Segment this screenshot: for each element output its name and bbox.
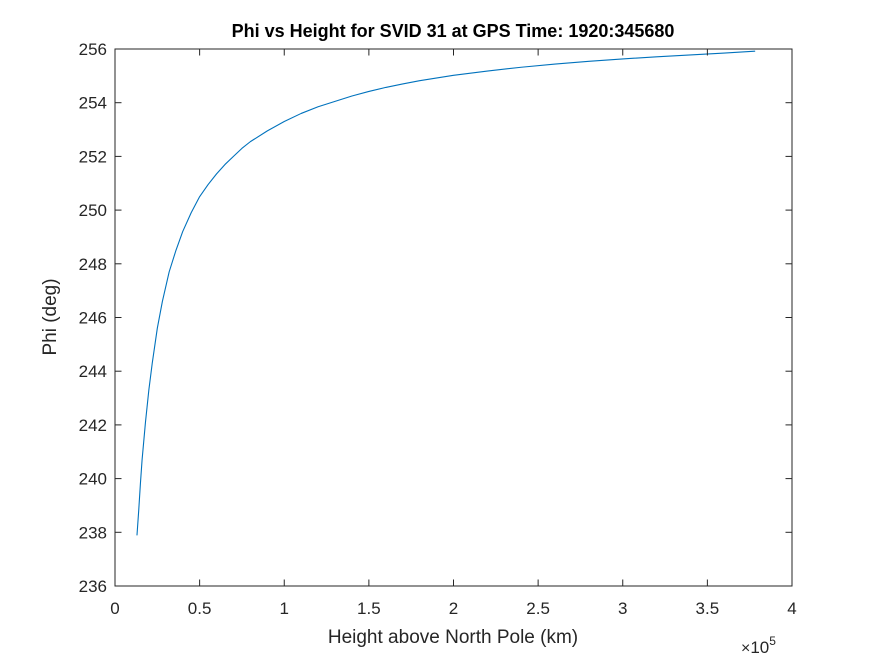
series-line-0 bbox=[136, 50, 756, 536]
x-tick-label: 3.5 bbox=[696, 599, 720, 618]
x-axis-label: Height above North Pole (km) bbox=[328, 627, 578, 648]
exponent-base: 10 bbox=[750, 638, 769, 656]
x-tick-label: 0 bbox=[110, 599, 119, 618]
x-tick-label: 2.5 bbox=[526, 599, 550, 618]
y-tick-label: 246 bbox=[79, 309, 107, 328]
y-tick-label: 236 bbox=[79, 577, 107, 596]
y-tick-label: 244 bbox=[79, 362, 107, 381]
x-tick-label: 3 bbox=[618, 599, 627, 618]
y-tick-label: 250 bbox=[79, 201, 107, 220]
exponent-times: × bbox=[741, 640, 750, 656]
y-tick-label: 248 bbox=[79, 255, 107, 274]
y-tick-label: 240 bbox=[79, 470, 107, 489]
y-tick-label: 242 bbox=[79, 416, 107, 435]
x-tick-label: 0.5 bbox=[188, 599, 212, 618]
data-layer bbox=[136, 50, 756, 536]
x-tick-label: 4 bbox=[787, 599, 796, 618]
y-tick-label: 256 bbox=[79, 40, 107, 59]
y-axis-label: Phi (deg) bbox=[40, 278, 61, 355]
x-tick-label: 2 bbox=[449, 599, 458, 618]
y-tick-label: 238 bbox=[79, 523, 107, 542]
y-tick-label: 254 bbox=[79, 94, 107, 113]
x-tick-label: 1 bbox=[280, 599, 289, 618]
exponent-power: 5 bbox=[769, 634, 776, 648]
axes-layer: 0 0.5 1 1.5 2 2.5 3 3.5 4 236 238 240 242 244 246 248 25… bbox=[79, 40, 797, 618]
chart-title: Phi vs Height for SVID 31 at GPS Time: 1… bbox=[232, 21, 675, 41]
x-tick-label: 1.5 bbox=[357, 599, 381, 618]
y-tick-label: 252 bbox=[79, 147, 107, 166]
plot-area-background bbox=[115, 49, 792, 586]
x-axis-exponent: ×105 bbox=[741, 634, 776, 656]
